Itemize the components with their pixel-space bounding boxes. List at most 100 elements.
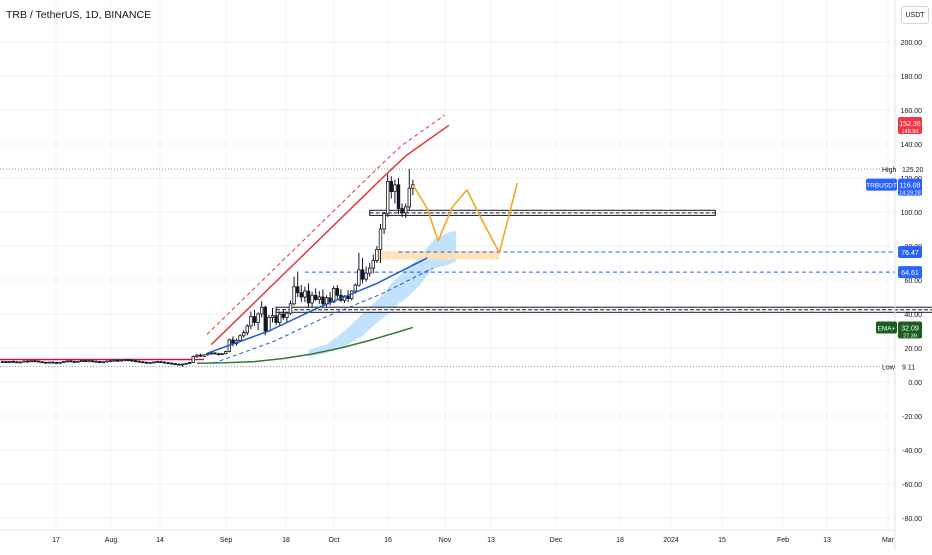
candle-body (151, 361, 156, 364)
axis-label-name: Low (882, 365, 896, 372)
candle-body (18, 361, 23, 364)
badge-value-bg (898, 266, 922, 279)
candle-body (389, 180, 393, 192)
grid-layer (0, 0, 895, 530)
candle-body (65, 360, 69, 363)
time-tick-label: Nov (439, 537, 452, 544)
candle-body (130, 359, 134, 362)
line-layer (196, 114, 519, 365)
badge-value-bg (898, 116, 922, 134)
candle-body (241, 332, 246, 337)
candle-body (238, 335, 242, 341)
candle-body (353, 284, 357, 292)
candle-body (335, 288, 339, 296)
badge-value: 76.47 (901, 250, 919, 257)
candle-body (94, 360, 98, 363)
candle-body (288, 303, 293, 314)
candle-body (11, 361, 15, 363)
candle-body (80, 360, 84, 362)
candle-body (274, 315, 278, 323)
candle-body (7, 361, 12, 363)
time-tick-label: 17 (52, 537, 60, 544)
candle-body (0, 361, 5, 364)
time-tick-label: Aug (105, 537, 118, 544)
candle-body (177, 363, 181, 366)
candle-body (357, 269, 361, 286)
time-tick-label: 18 (282, 537, 290, 544)
candle-body (159, 361, 163, 364)
time-tick-label: 15 (718, 537, 726, 544)
wedge-upper-line (210, 124, 450, 346)
candle-body (331, 288, 336, 303)
badge-value-bg (898, 178, 922, 196)
wedge-lower-line (207, 257, 428, 354)
candle-body (360, 269, 365, 280)
candle-body (155, 361, 159, 364)
candle-body (90, 360, 95, 363)
time-tick-label: Oct (329, 537, 340, 544)
time-tick-label: Sep (220, 537, 233, 544)
candle-body (285, 312, 289, 318)
candle-body (173, 363, 177, 366)
candle-body (267, 316, 271, 332)
wedge-lower-channel (212, 267, 433, 364)
time-tick-label: 16 (384, 537, 392, 544)
candle-body (378, 228, 383, 250)
candle-body (40, 361, 44, 364)
candle-body (263, 306, 267, 332)
projection-path (412, 182, 519, 254)
candle-body (76, 360, 80, 363)
currency-unit-button[interactable]: USDT (901, 6, 929, 24)
candle-body (270, 315, 275, 318)
price-tick-label: -40.00 (902, 448, 922, 455)
price-tick-label: 100.00 (901, 210, 923, 217)
axis-label-value: 125.20 (902, 167, 924, 174)
badge-value: 32.09 (901, 325, 919, 332)
candle-body (29, 360, 33, 363)
candle-body (303, 290, 307, 298)
candle-body (87, 360, 91, 363)
box-layer (275, 209, 932, 313)
price-tick-label: -60.00 (902, 482, 922, 489)
candle-body (375, 248, 379, 261)
candle-body (116, 359, 120, 362)
candle-body (184, 362, 188, 365)
price-tick-label: 0.00 (908, 380, 922, 387)
candle-body (187, 362, 192, 364)
price-tick-label: 20.00 (904, 346, 922, 353)
candle-body (180, 363, 185, 366)
axis-label-name: High (882, 167, 897, 174)
candle-body (313, 294, 318, 300)
time-tick-label: Mar (882, 537, 895, 544)
candle-body (69, 360, 73, 363)
candle-body (385, 180, 390, 215)
candle-body (216, 353, 221, 356)
candle-body (44, 361, 48, 364)
candle-body (321, 296, 325, 305)
badge-value-bg (898, 321, 922, 339)
badge-name: TRBUSDT (866, 183, 897, 190)
candle-body (277, 313, 282, 323)
badge-value: 64.61 (901, 270, 919, 277)
price-tick-label: 160.00 (901, 108, 923, 115)
badge-value: 116.08 (900, 183, 921, 190)
candle-body (148, 362, 152, 364)
candle-body (292, 286, 296, 305)
badge-name: EMA+ (878, 325, 896, 332)
candle-body (295, 286, 300, 294)
candle-body (137, 360, 141, 363)
candle-body (245, 325, 249, 334)
axis-label-value: 9.11 (902, 365, 915, 372)
chart-title: TRB / TetherUS, 1D, BINANCE (6, 9, 152, 21)
candle-body (198, 354, 203, 357)
badge-sub: 14:29:28 (899, 191, 920, 197)
ema-line (196, 326, 414, 365)
candle-body (299, 292, 303, 298)
candle-body (72, 361, 77, 363)
candle-body (54, 362, 59, 364)
price-tick-label: 140.00 (901, 142, 923, 149)
candle-body (62, 361, 66, 364)
